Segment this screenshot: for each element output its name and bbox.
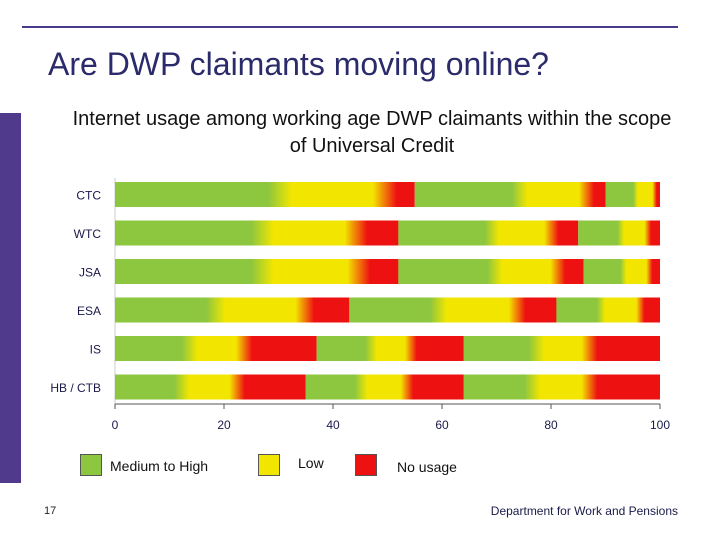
x-tick-label-0: 0 <box>112 418 119 432</box>
category-label-jsa: JSA <box>79 266 101 280</box>
category-label-is: IS <box>90 343 101 357</box>
legend-label-medium-high: Medium to High <box>110 458 209 474</box>
category-label-hb-ctb: HB / CTB <box>50 381 101 395</box>
x-tick-label-60: 60 <box>435 418 449 432</box>
x-tick-label-80: 80 <box>544 418 558 432</box>
top-rule <box>22 26 678 28</box>
bar-is-no-usage <box>463 336 660 361</box>
bar-esa-low <box>349 297 557 323</box>
legend-label-no-usage: No usage <box>397 459 457 475</box>
legend-swatch-no-usage <box>355 454 377 476</box>
category-label-ctc: CTC <box>76 189 101 203</box>
bar-wtc-no-usage <box>578 220 660 246</box>
bar-is-low <box>316 336 464 361</box>
slide-title: Are DWP claimants moving online? <box>48 46 549 82</box>
bar-is-medium-to-high <box>115 336 317 361</box>
page-number: 17 <box>44 505 57 517</box>
bar-jsa-low <box>398 259 584 284</box>
bar-wtc-low <box>398 220 579 246</box>
side-accent-bar <box>0 113 21 483</box>
bar-wtc-medium-to-high <box>115 220 399 246</box>
bar-esa-medium-to-high <box>115 297 350 323</box>
legend-label-low: Low <box>298 455 324 471</box>
bar-esa-no-usage <box>556 297 660 323</box>
bar-ctc-medium-to-high <box>115 182 415 207</box>
x-tick-label-40: 40 <box>326 418 340 432</box>
bar-hb-ctb-low <box>305 374 464 400</box>
bar-hb-ctb-no-usage <box>463 374 660 400</box>
legend-swatch-low <box>258 454 280 476</box>
x-tick-label-20: 20 <box>217 418 231 432</box>
bar-jsa-no-usage <box>583 259 660 284</box>
legend-swatch-medium-high <box>80 454 102 476</box>
bar-ctc-no-usage <box>605 182 660 207</box>
chart-title: Internet usage among working age DWP cla… <box>72 108 672 157</box>
department-footer: Department for Work and Pensions <box>490 504 678 518</box>
x-tick-label-100: 100 <box>650 418 670 432</box>
bar-ctc-low <box>414 182 606 207</box>
category-label-wtc: WTC <box>74 227 102 241</box>
bar-jsa-medium-to-high <box>115 259 399 284</box>
category-label-esa: ESA <box>77 304 101 318</box>
bar-hb-ctb-medium-to-high <box>115 374 306 400</box>
